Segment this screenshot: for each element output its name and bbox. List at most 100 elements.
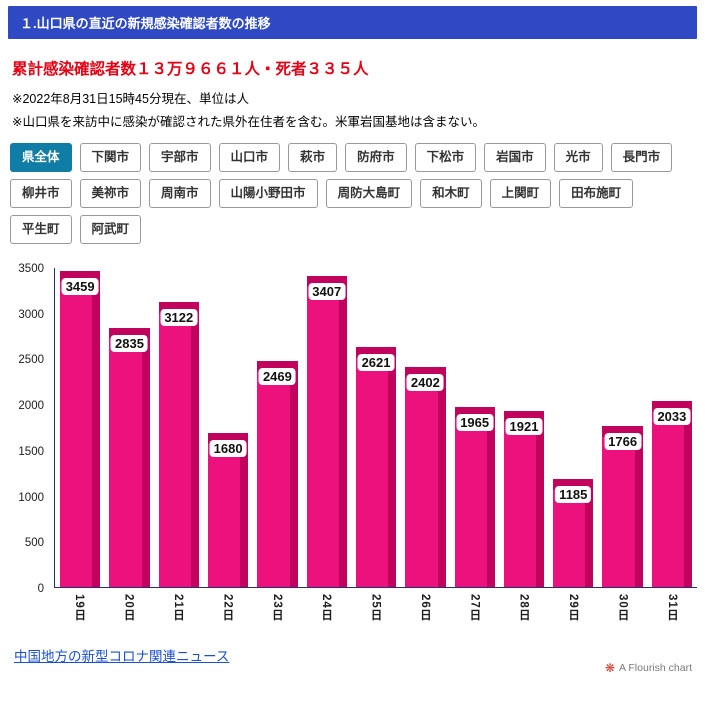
bar-20日[interactable]: 2835 <box>109 328 150 587</box>
x-tick-label: 23日 <box>270 594 283 622</box>
x-tick-cell: 27日 <box>454 588 494 621</box>
news-link[interactable]: 中国地方の新型コロナ関連ニュース <box>14 649 230 665</box>
bar-value-label: 1965 <box>456 414 494 431</box>
bar-26日[interactable]: 2402 <box>405 367 446 587</box>
x-tick-label: 20日 <box>122 594 135 622</box>
x-tick-cell: 21日 <box>158 588 198 621</box>
tab-16[interactable]: 上関町 <box>489 179 552 208</box>
tab-0[interactable]: 県全体 <box>10 143 72 172</box>
tab-13[interactable]: 山陽小野田市 <box>218 179 318 208</box>
tab-4[interactable]: 萩市 <box>288 143 338 172</box>
bar-19日[interactable]: 3459 <box>60 271 101 587</box>
bar-value-label: 2033 <box>653 408 691 425</box>
tab-bar: 県全体 下関市 宇部市 山口市 萩市 防府市 下松市 岩国市 光市 長門市柳井市 美祢市 周南市 山陽小… <box>8 143 697 244</box>
note-line-1: ※2022年8月31日15時45分現在、単位は人 <box>12 92 249 106</box>
bar-value-label: 3122 <box>160 309 198 326</box>
tab-8[interactable]: 光市 <box>553 143 603 172</box>
tab-12[interactable]: 周南市 <box>149 179 211 208</box>
tab-18[interactable]: 平生町 <box>10 215 72 244</box>
bar-24日[interactable]: 3407 <box>306 276 347 587</box>
tab-19[interactable]: 阿武町 <box>79 215 142 244</box>
bar-column: 3407 <box>306 276 347 587</box>
x-tick-label: 19日 <box>73 594 86 622</box>
bar-value-label: 2621 <box>357 354 395 371</box>
x-tick-label: 31日 <box>665 594 678 622</box>
bar-value-label: 1185 <box>555 486 592 503</box>
x-tick-label: 24日 <box>320 594 333 622</box>
bar-value-label: 3459 <box>61 278 99 295</box>
bar-27日[interactable]: 1965 <box>454 407 495 587</box>
bar-chart: 0 500 1000 1500 2000 2500 3000 3500 3459 2835 312… <box>8 263 697 621</box>
tab-3[interactable]: 山口市 <box>218 143 281 172</box>
y-tick-label: 3500 <box>18 263 44 275</box>
x-tick-cell: 24日 <box>306 588 346 621</box>
tab-15[interactable]: 和木町 <box>420 179 482 208</box>
tab-6[interactable]: 下松市 <box>414 143 477 172</box>
x-tick-label: 21日 <box>171 594 184 622</box>
x-tick-label: 27日 <box>468 594 481 622</box>
bar-column: 3122 <box>158 302 199 587</box>
tab-2[interactable]: 宇部市 <box>149 143 211 172</box>
y-tick-label: 1500 <box>18 445 44 458</box>
bar-column: 1766 <box>602 426 643 587</box>
x-tick-label: 26日 <box>418 594 431 622</box>
tab-17[interactable]: 田布施町 <box>559 179 634 208</box>
bar-column: 1921 <box>503 411 545 587</box>
bar-column: 1185 <box>553 479 594 587</box>
flourish-attribution[interactable]: ❋ A Flourish chart <box>605 662 692 674</box>
bar-21日[interactable]: 3122 <box>158 302 199 587</box>
bar-28日[interactable]: 1921 <box>503 411 545 587</box>
x-tick-label: 29日 <box>567 594 580 622</box>
bar-value-label: 1921 <box>505 418 543 435</box>
x-axis-labels: 19日 20日 21日 22日 23日 24日 25日 26日 27日 28日 29日 30日 31日 <box>54 588 697 621</box>
bar-value-label: 1766 <box>604 433 642 450</box>
page-title: １.山口県の直近の新規感染確認者数の推移 <box>20 16 271 31</box>
y-tick-label: 0 <box>37 583 44 595</box>
flourish-logo-icon: ❋ <box>604 661 616 675</box>
bar-value-label: 1680 <box>209 440 247 457</box>
bar-column: 2621 <box>355 347 397 587</box>
y-tick-label: 3000 <box>18 308 44 321</box>
x-tick-cell: 23日 <box>257 588 297 621</box>
y-tick-label: 1000 <box>18 491 44 504</box>
header-bar: １.山口県の直近の新規感染確認者数の推移 <box>8 6 697 39</box>
note-line-2: ※山口県を来訪中に感染が確認された県外在住者を含む。米軍岩国基地は含まない。 <box>12 115 485 129</box>
bar-column: 1965 <box>454 407 495 587</box>
flourish-attribution-label: A Flourish chart <box>619 662 692 674</box>
tab-7[interactable]: 岩国市 <box>484 143 546 172</box>
y-tick-label: 2500 <box>18 354 44 367</box>
y-axis: 0 500 1000 1500 2000 2500 3000 3500 <box>8 263 50 595</box>
bar-column: 1680 <box>207 433 249 587</box>
x-tick-cell: 19日 <box>59 588 99 621</box>
bar-25日[interactable]: 2621 <box>355 347 397 587</box>
bar-31日[interactable]: 2033 <box>651 401 693 587</box>
bar-value-label: 3407 <box>308 283 346 300</box>
bar-column: 2033 <box>651 401 693 587</box>
tab-14[interactable]: 周防大島町 <box>325 179 413 208</box>
x-tick-cell: 28日 <box>504 588 544 621</box>
tab-9[interactable]: 長門市 <box>610 143 673 172</box>
bar-30日[interactable]: 1766 <box>602 426 643 587</box>
bar-value-label: 2835 <box>111 335 148 352</box>
x-tick-label: 28日 <box>517 594 530 622</box>
x-tick-cell: 20日 <box>108 588 148 621</box>
tab-10[interactable]: 柳井市 <box>10 179 72 208</box>
x-tick-label: 25日 <box>369 594 382 622</box>
bar-29日[interactable]: 1185 <box>553 479 594 587</box>
bar-column: 3459 <box>60 271 101 587</box>
x-tick-cell: 31日 <box>652 588 692 621</box>
x-tick-label: 22日 <box>221 594 234 622</box>
x-tick-cell: 25日 <box>355 588 395 621</box>
tab-11[interactable]: 美祢市 <box>79 179 142 208</box>
bar-22日[interactable]: 1680 <box>207 433 249 587</box>
y-tick-label: 2000 <box>18 400 44 413</box>
tab-5[interactable]: 防府市 <box>345 143 407 172</box>
bar-23日[interactable]: 2469 <box>257 361 298 587</box>
bar-value-label: 2402 <box>406 374 444 391</box>
x-tick-cell: 26日 <box>405 588 445 621</box>
bar-column: 2402 <box>405 367 446 587</box>
x-tick-cell: 30日 <box>602 588 642 621</box>
tab-1[interactable]: 下関市 <box>79 143 142 172</box>
bar-column: 2835 <box>109 328 150 587</box>
x-tick-cell: 29日 <box>553 588 593 621</box>
